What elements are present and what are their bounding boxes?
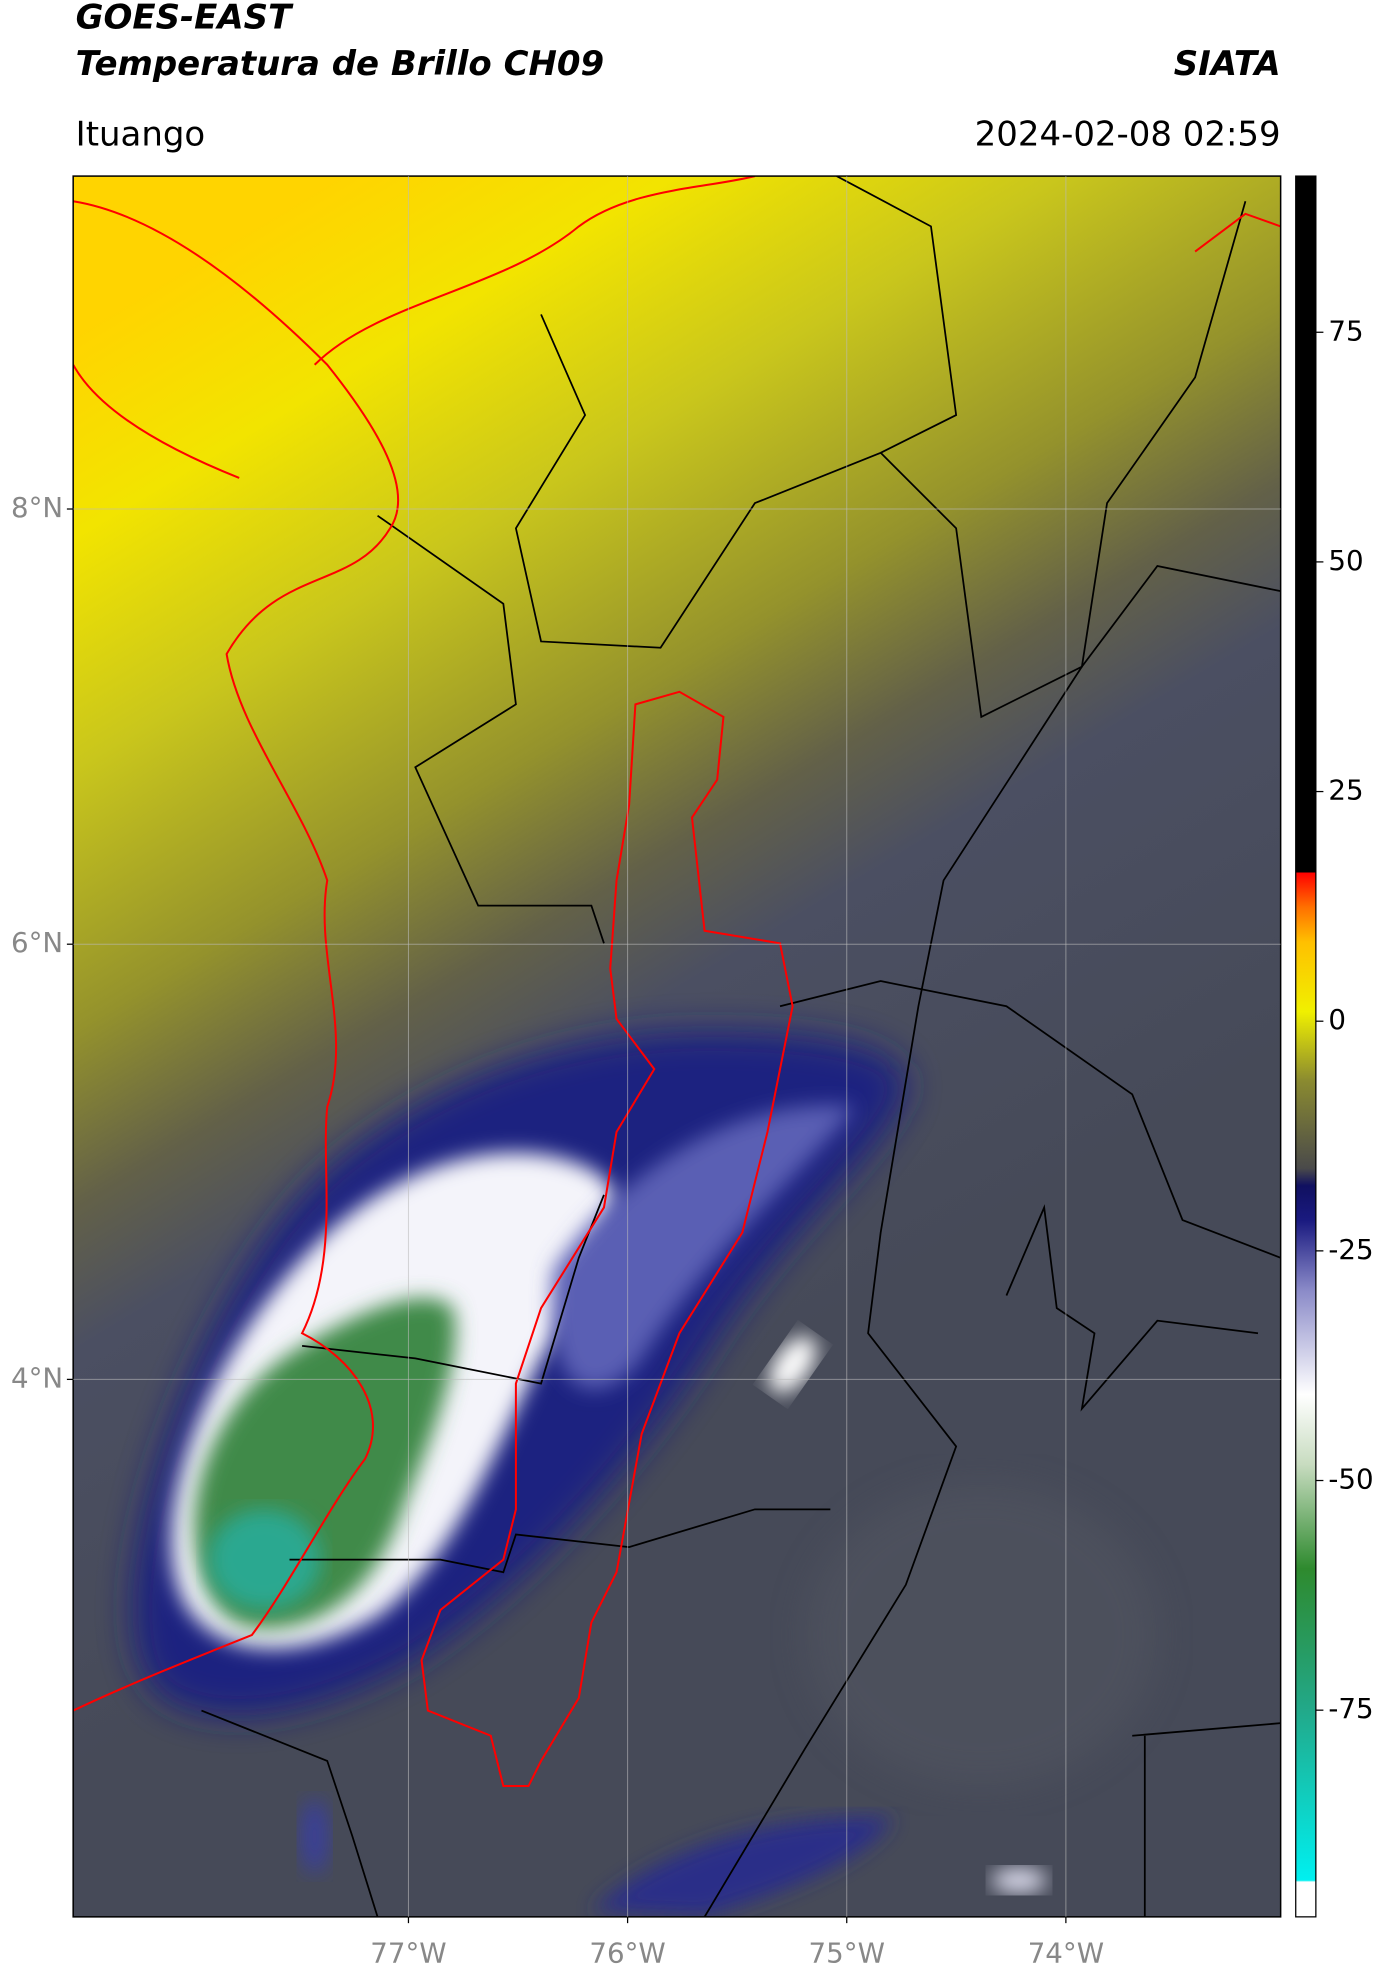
- colorbar-tick-label: 25: [1328, 774, 1363, 807]
- colorbar: [1295, 175, 1317, 1918]
- location: Ituango: [76, 114, 206, 154]
- lon-tick-label: 76°W: [589, 1937, 665, 1970]
- map-frame: [72, 175, 1282, 1918]
- colorbar-tick-label: -25: [1328, 1233, 1373, 1266]
- colorbar-tick-label: 75: [1328, 314, 1363, 347]
- lat-tick-label: 8°N: [11, 491, 63, 524]
- satellite-image: [73, 176, 1281, 1917]
- subtitle: Temperatura de Brillo CH09: [76, 44, 604, 84]
- lon-tick-label: 75°W: [809, 1937, 885, 1970]
- lat-tick-label: 6°N: [11, 926, 63, 959]
- lon-tick-label: 77°W: [370, 1937, 446, 1970]
- colorbar-tick-label: -75: [1328, 1692, 1373, 1725]
- colorbar-tick-label: 0: [1328, 1003, 1346, 1036]
- lon-tick-label: 74°W: [1028, 1937, 1104, 1970]
- title: GOES-EAST: [76, 0, 294, 37]
- colorbar-tick-label: -50: [1328, 1463, 1373, 1496]
- colorbar-tick-label: 50: [1328, 544, 1363, 577]
- source: SIATA: [1174, 44, 1281, 84]
- datetime: 2024-02-08 02:59: [975, 114, 1281, 154]
- lat-tick-label: 4°N: [11, 1361, 63, 1394]
